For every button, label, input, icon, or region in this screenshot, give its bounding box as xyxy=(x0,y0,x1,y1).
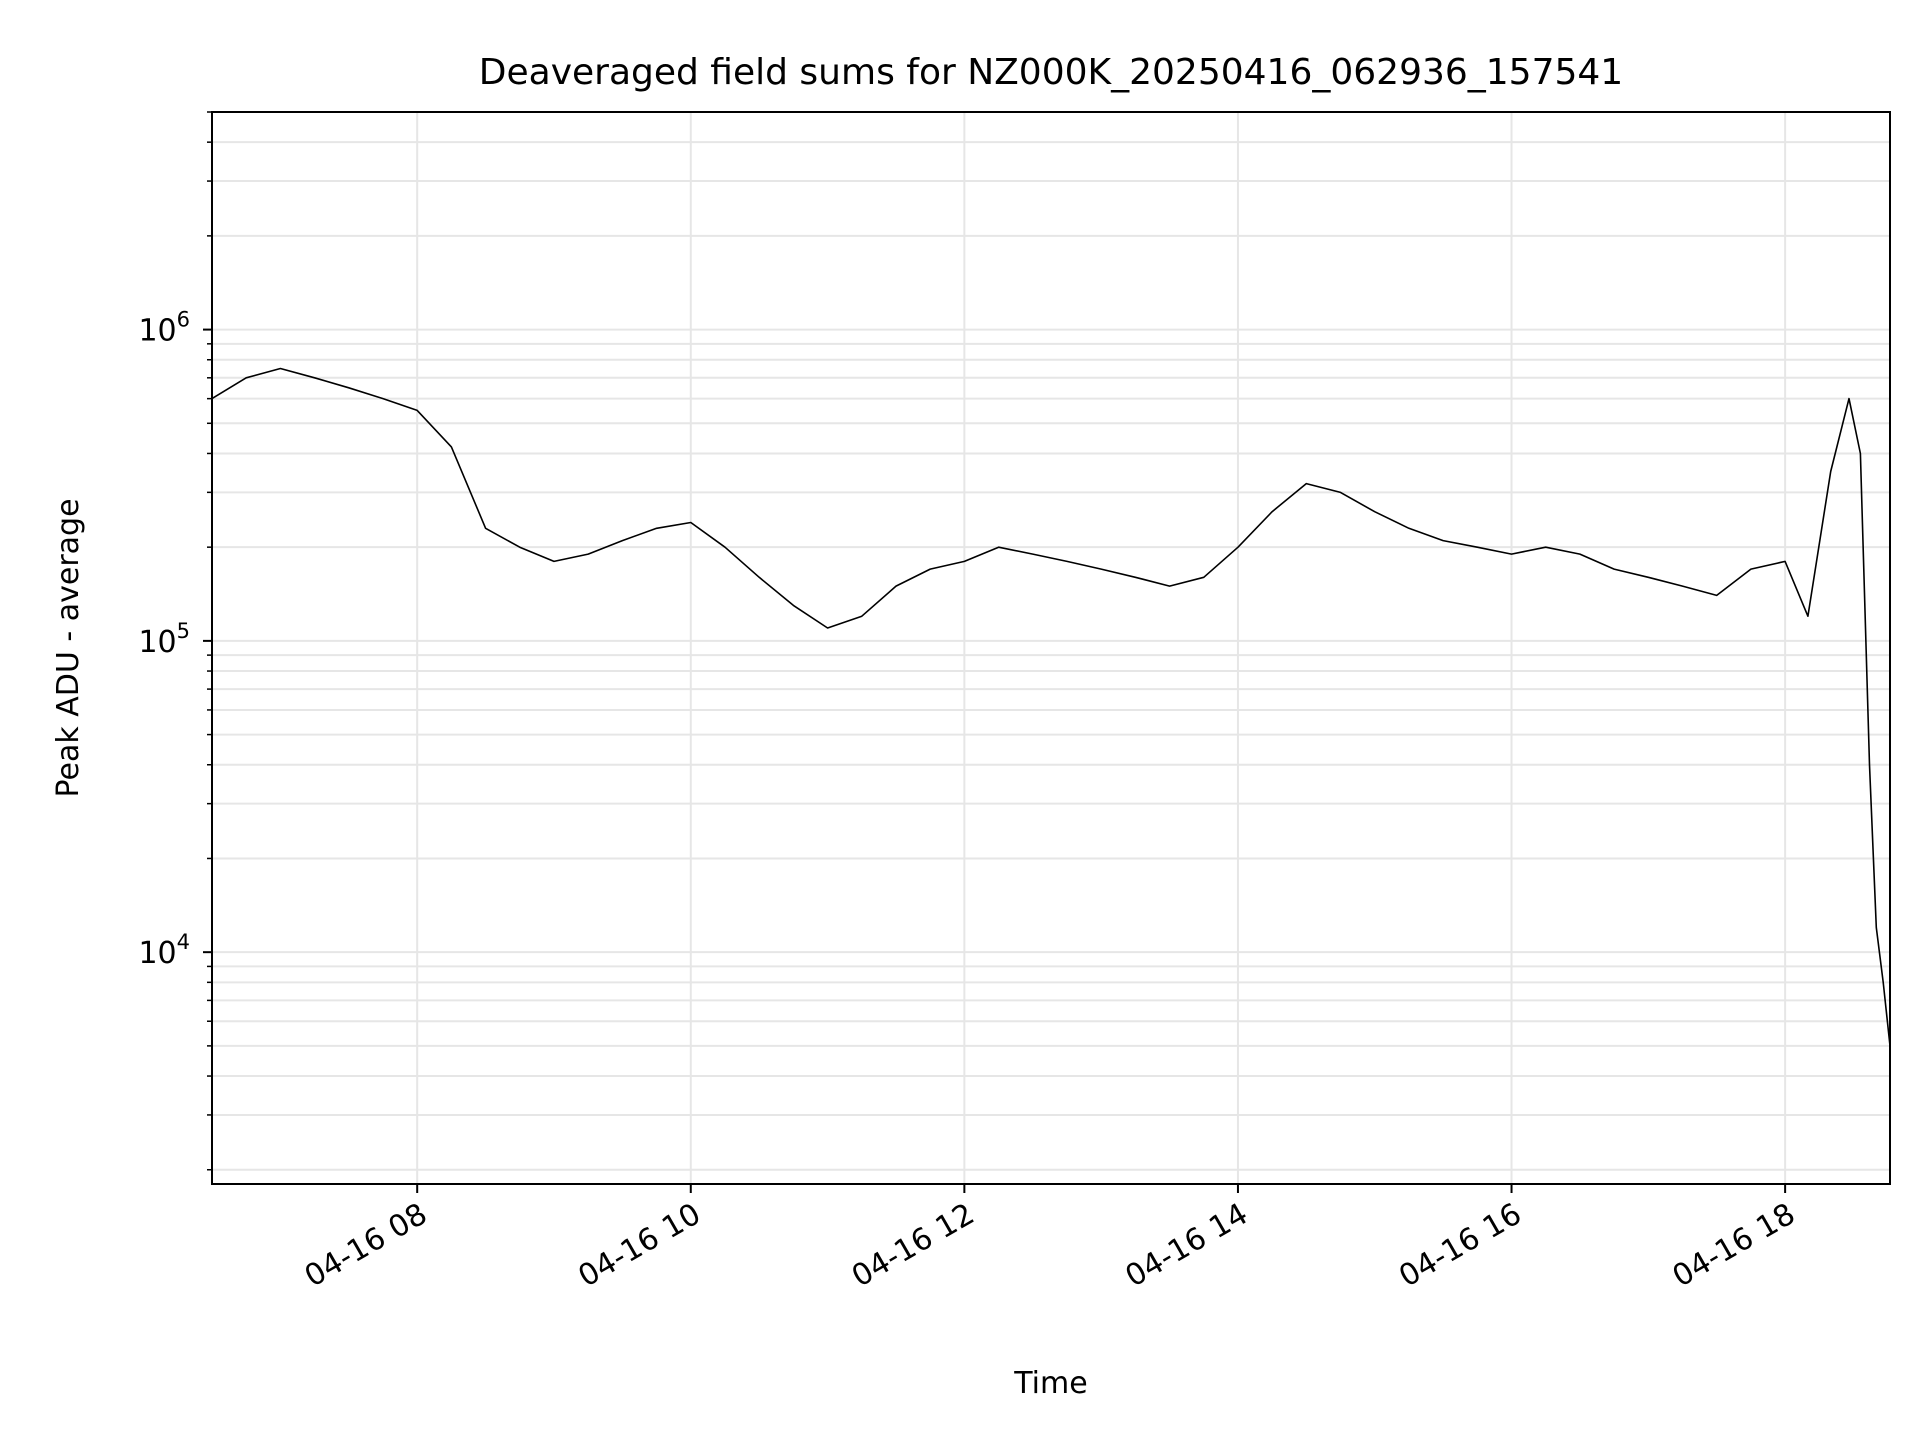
x-tick-label: 04-16 10 xyxy=(572,1197,706,1295)
plot-frame xyxy=(211,111,1891,1185)
x-tick-label: 04-16 18 xyxy=(1667,1197,1801,1295)
x-tick-label: 04-16 16 xyxy=(1393,1197,1527,1295)
y-tick-label: 104 xyxy=(138,930,190,971)
y-tick-label: 106 xyxy=(138,308,190,349)
series-layer xyxy=(211,367,1891,1046)
series-line xyxy=(211,367,1891,1046)
x-tick-label: 04-16 14 xyxy=(1120,1197,1254,1295)
ticks: 04-16 08 04-16 10 04-16 12 04-16 14 04-16 16… xyxy=(138,111,1801,1295)
x-tick-label: 04-16 12 xyxy=(846,1197,980,1295)
y-tick-label: 105 xyxy=(138,619,190,660)
x-tick-label: 04-16 08 xyxy=(299,1197,433,1295)
grid xyxy=(212,111,1890,1184)
x-axis-label: Time xyxy=(1013,1366,1087,1401)
y-axis-label: Peak ADU - average xyxy=(51,498,86,797)
chart-title: Deaveraged field sums for NZ000K_2025041… xyxy=(479,52,1623,93)
